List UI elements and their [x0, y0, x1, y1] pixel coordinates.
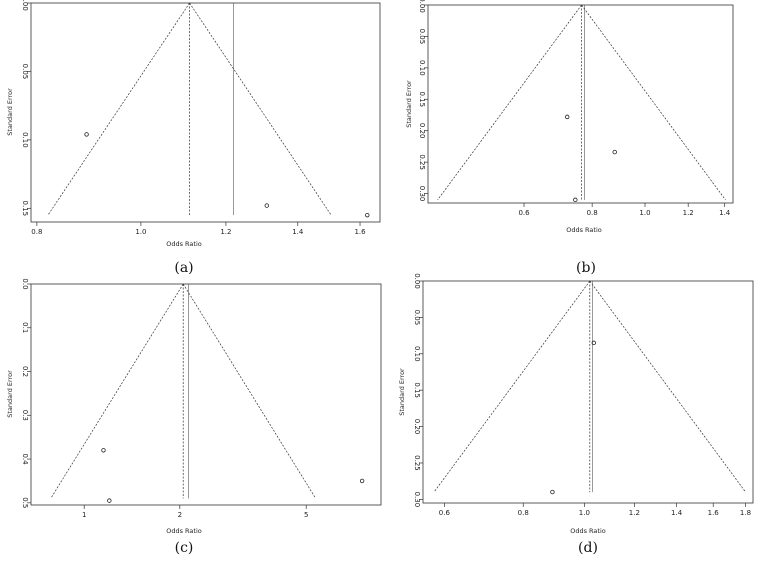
x-tick-label: 1.2 — [629, 509, 640, 517]
funnel-right-limit — [581, 4, 726, 201]
panel-caption: (c) — [175, 540, 194, 556]
y-tick-label: 0.05 — [413, 310, 421, 326]
y-tick-label: 0.00 — [413, 273, 421, 289]
study-point — [365, 212, 370, 218]
y-tick-label: 0.30 — [413, 492, 421, 508]
y-axis-label: Standard Error — [6, 88, 14, 136]
y-tick-label: 0.1 — [21, 322, 29, 333]
x-tick-label: 1.2 — [683, 209, 694, 217]
funnel-right-limit — [182, 283, 316, 499]
x-tick-label: 1.6 — [354, 228, 366, 236]
x-tick-label: 0.6 — [439, 509, 451, 517]
x-tick-label: 1.4 — [292, 228, 304, 236]
y-tick-label: 0.05 — [21, 64, 29, 80]
plot-frame — [427, 4, 734, 204]
x-tick-label: 0.8 — [31, 228, 42, 236]
study-point — [264, 203, 269, 208]
y-tick-label: 0.0 — [21, 278, 29, 289]
y-tick-label: 0.25 — [413, 455, 421, 471]
y-tick-label: 0.2 — [21, 366, 29, 377]
funnel-right-limit — [189, 2, 332, 216]
panel-a: 0.8 1.0 1.2 1.4 1.6 0.00 0.05 0.10 0.15 Odds Rati… — [6, 0, 381, 276]
x-tick-label: 1.8 — [740, 509, 751, 517]
funnel-left-limit — [437, 4, 582, 201]
study-point — [573, 197, 578, 203]
study-point — [107, 498, 112, 503]
study-point — [101, 448, 106, 453]
funnel-right-limit — [589, 280, 746, 493]
y-tick-label: 0.20 — [413, 419, 421, 435]
y-tick-label: 0.05 — [418, 29, 426, 45]
x-tick-label: 1 — [82, 511, 86, 519]
panel-caption: (a) — [174, 260, 193, 276]
study-point — [591, 340, 597, 346]
x-tick-label: 1.0 — [579, 509, 590, 517]
x-axis-label: Odds Ratio — [566, 226, 602, 234]
x-tick-label: 0.6 — [518, 209, 530, 217]
study-point — [550, 489, 555, 495]
y-axis-label: Standard Error — [405, 80, 413, 128]
y-tick-label: 0.10 — [21, 132, 29, 148]
study-point — [565, 114, 570, 120]
plot-frame — [30, 283, 382, 506]
x-axis-label: Odds Ratio — [570, 527, 606, 535]
y-axis-label: Standard Error — [6, 370, 14, 418]
panel-b: 0.6 0.8 1.0 1.2 1.4 0.00 0.05 0.10 0.15 0.20 0.25 0… — [405, 0, 734, 276]
x-axis-label: Odds Ratio — [166, 527, 202, 535]
y-tick-label: 0.20 — [418, 123, 426, 139]
x-tick-label: 1.6 — [708, 509, 720, 517]
x-tick-label: 1.4 — [719, 209, 731, 217]
y-tick-label: 0.3 — [21, 410, 29, 421]
x-axis-label: Odds Ratio — [166, 240, 202, 248]
study-point — [84, 132, 89, 137]
panel-caption: (d) — [578, 540, 598, 556]
x-tick-label: 1.0 — [639, 209, 650, 217]
study-point — [612, 149, 617, 155]
study-point — [359, 478, 365, 484]
y-tick-label: 0.30 — [418, 186, 426, 202]
y-tick-label: 0.4 — [21, 453, 29, 465]
x-tick-label: 5 — [304, 511, 308, 519]
panel-d: 0.6 0.8 1.0 1.2 1.4 1.6 1.8 0.00 0.05 0.10 0.15 0.2… — [398, 273, 754, 556]
x-tick-label: 1.2 — [220, 228, 231, 236]
plot-frame — [30, 2, 381, 223]
y-tick-label: 0.15 — [21, 201, 29, 217]
y-tick-label: 0.5 — [21, 497, 29, 508]
y-axis-label: Standard Error — [398, 368, 406, 416]
panel-caption: (b) — [576, 260, 596, 276]
y-tick-label: 0.00 — [418, 0, 426, 13]
x-tick-label: 1.0 — [135, 228, 146, 236]
x-tick-label: 0.8 — [587, 209, 598, 217]
x-tick-label: 1.4 — [671, 509, 683, 517]
funnel-left-limit — [433, 280, 591, 493]
y-tick-label: 0.15 — [413, 382, 421, 398]
x-tick-label: 2 — [178, 511, 182, 519]
plot-frame — [422, 280, 754, 504]
y-tick-label: 0.00 — [21, 0, 29, 11]
x-tick-label: 0.8 — [518, 509, 529, 517]
funnel-left-limit — [50, 283, 184, 499]
y-tick-label: 0.10 — [413, 346, 421, 362]
y-tick-label: 0.15 — [418, 91, 426, 107]
y-tick-label: 0.10 — [418, 60, 426, 76]
panel-c: 1 2 5 0.0 0.1 0.2 0.3 0.4 0.5 Odds Ratio Standard … — [6, 278, 382, 556]
y-tick-label: 0.25 — [418, 154, 426, 170]
funnel-left-limit — [47, 2, 190, 216]
